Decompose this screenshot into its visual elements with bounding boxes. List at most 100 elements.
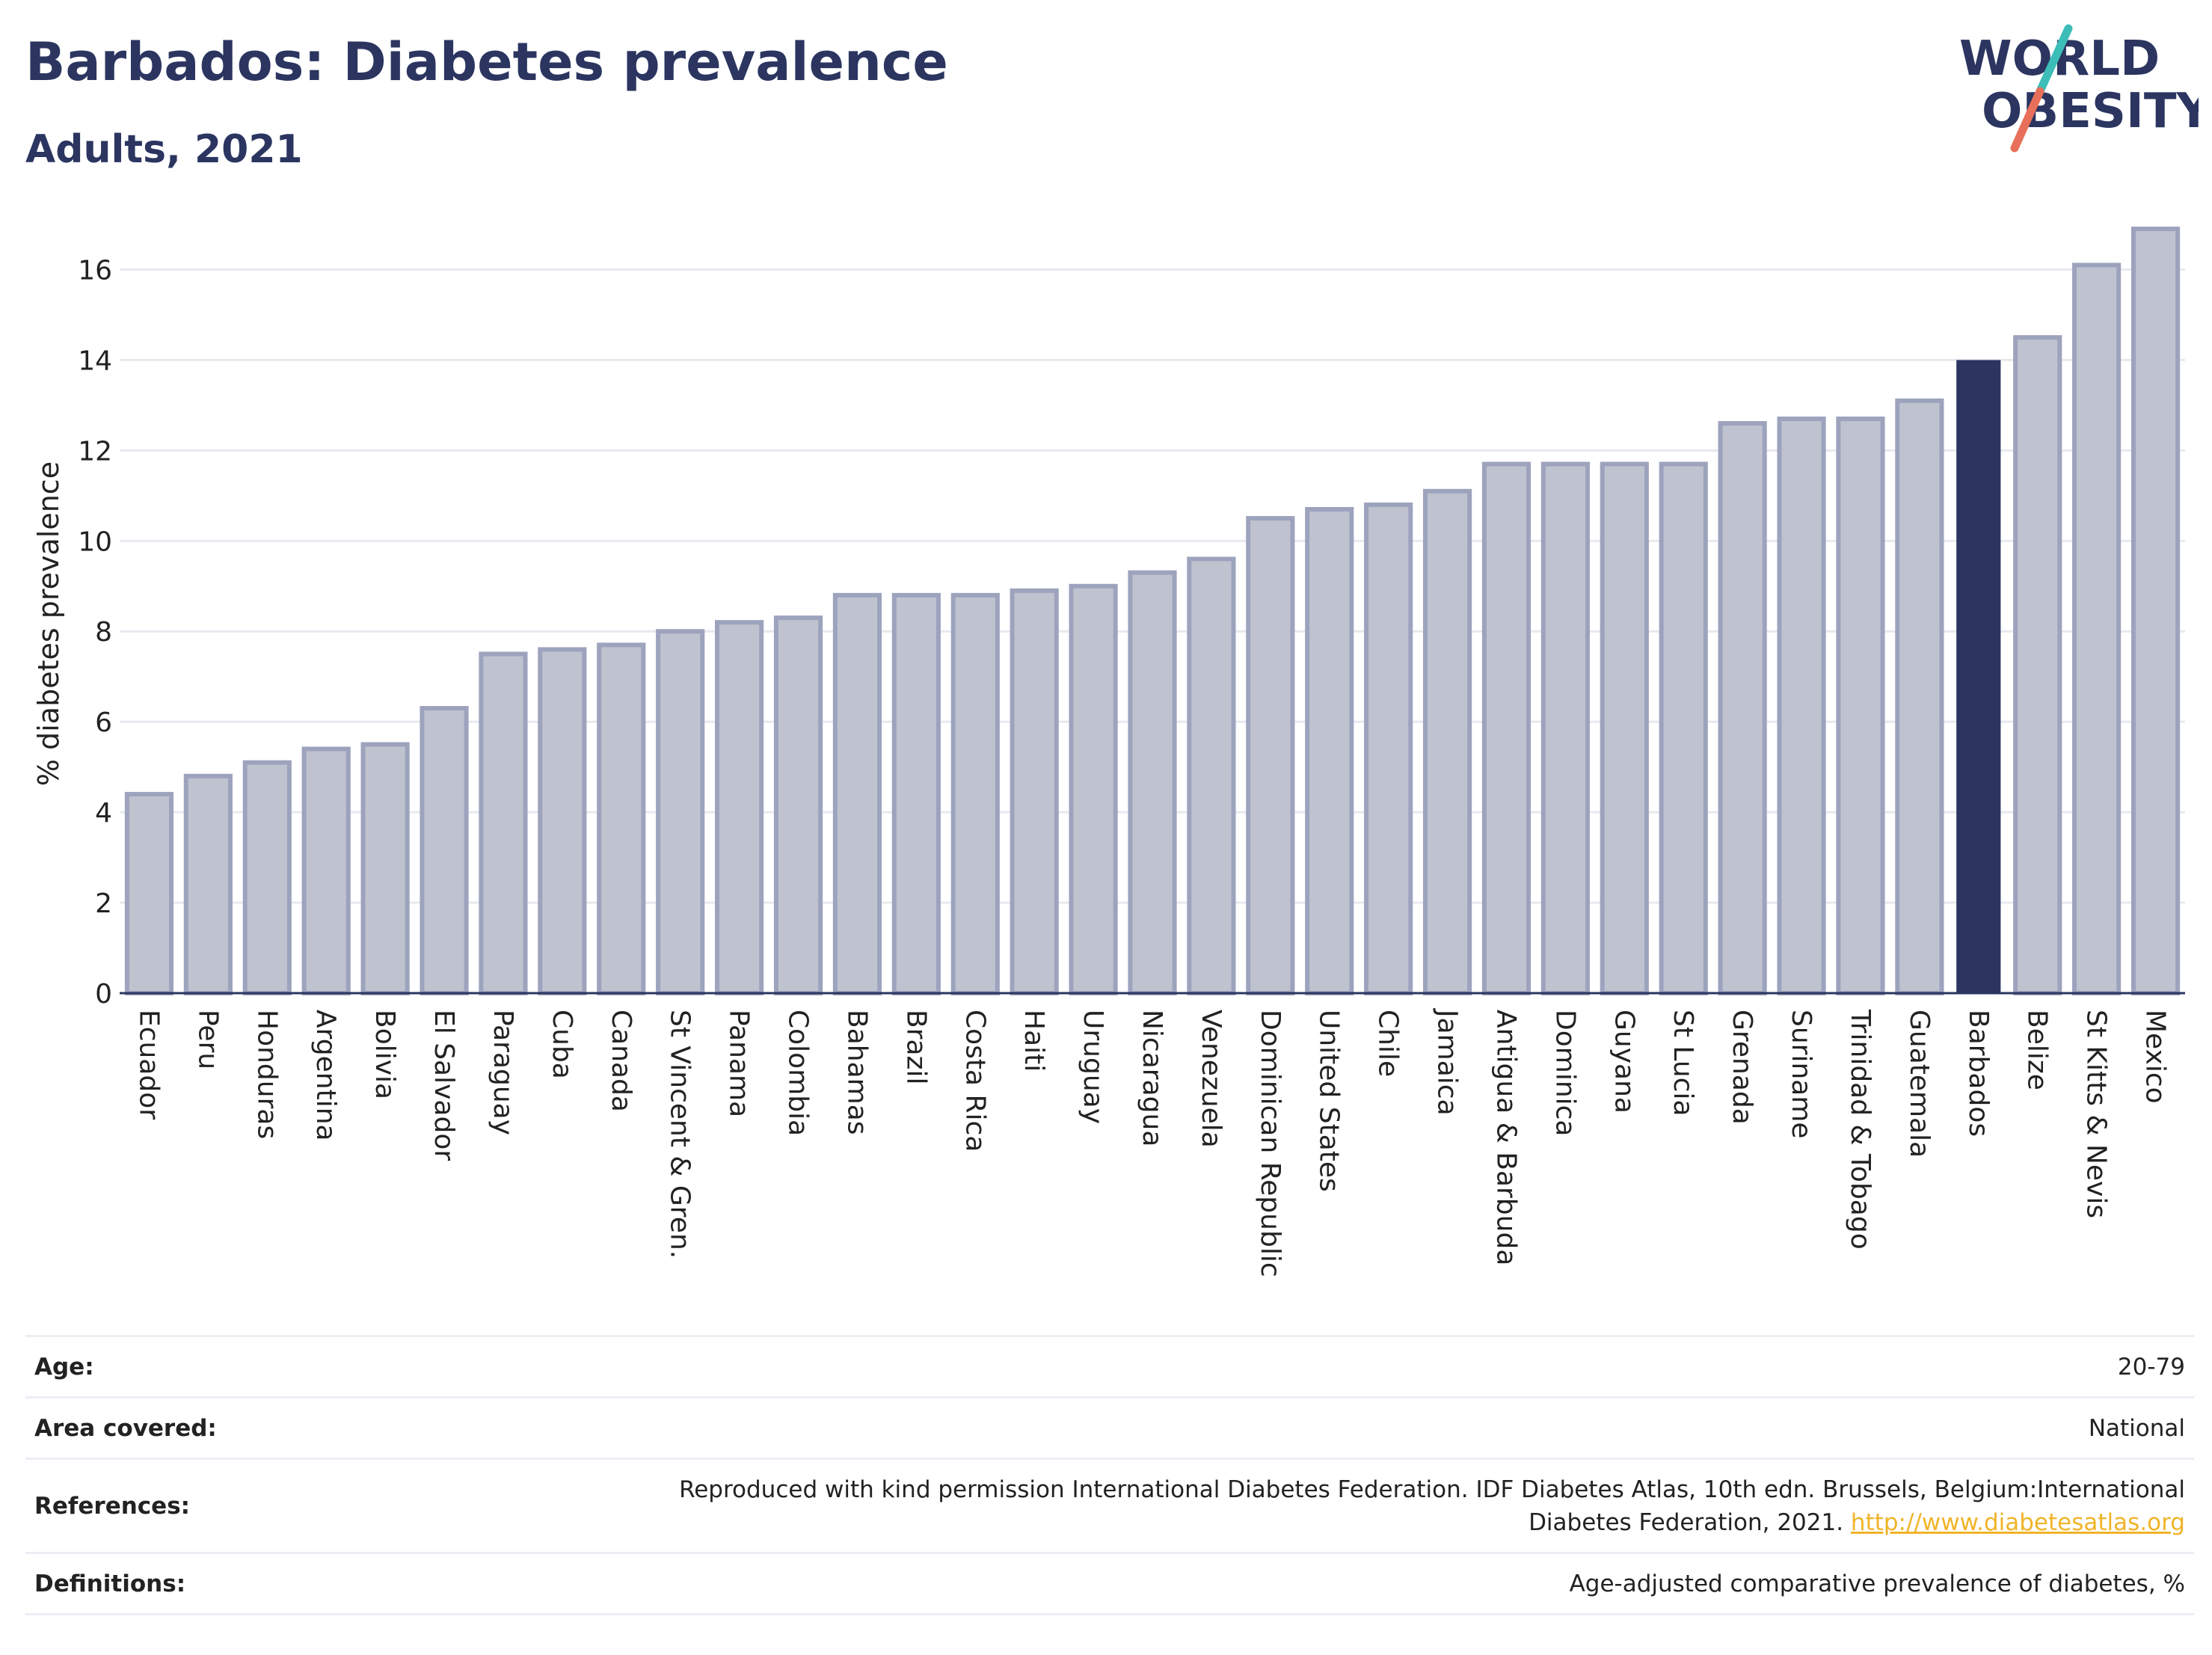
x-tick-label: Dominica <box>1549 1010 1580 1137</box>
info-row-references: References: Reproduced with kind permiss… <box>25 1458 2194 1553</box>
x-tick-label: Argentina <box>310 1010 341 1141</box>
bar <box>1481 461 1531 995</box>
x-tick-label: Costa Rica <box>959 1010 990 1152</box>
bar <box>1718 421 1767 995</box>
x-tick-label: Antigua & Barbuda <box>1490 1010 1521 1265</box>
bar <box>538 647 587 995</box>
y-tick-label: 0 <box>95 979 112 1010</box>
area-label: Area covered: <box>25 1396 492 1459</box>
bar <box>773 615 823 995</box>
bar <box>420 706 469 995</box>
references-label: References: <box>25 1458 492 1553</box>
info-table: Age: 20-79 Area covered: National Refere… <box>25 1335 2194 1615</box>
bar <box>2013 335 2062 996</box>
x-tick-label: Guatemala <box>1904 1010 1935 1158</box>
y-tick-label: 10 <box>78 526 112 557</box>
bar <box>1600 461 1649 995</box>
bars <box>124 227 2181 996</box>
chart-subtitle: Adults, 2021 <box>25 127 303 172</box>
x-tick-label: Ecuador <box>133 1010 164 1120</box>
x-tick-label: Venezuela <box>1196 1010 1226 1148</box>
bar <box>832 592 882 995</box>
y-tick-label: 6 <box>95 707 112 738</box>
x-tick-label: Dominican Republic <box>1255 1010 1285 1277</box>
x-tick-label: Colombia <box>783 1010 814 1136</box>
bar <box>597 642 646 995</box>
bar <box>1422 488 1472 995</box>
bar <box>1305 506 1354 995</box>
x-tick-label: St Kitts & Nevis <box>2081 1010 2112 1218</box>
x-tick-label: Chile <box>1373 1010 1404 1077</box>
bar <box>183 773 233 996</box>
x-tick-label: United States <box>1314 1010 1345 1192</box>
logo-text-obesity: OBESITY <box>1982 84 2199 139</box>
bar <box>1777 417 1826 995</box>
bar <box>1246 516 1295 995</box>
bar <box>1895 398 1944 995</box>
y-tick-label: 16 <box>78 255 112 286</box>
bar <box>2130 227 2181 995</box>
bar <box>479 651 528 995</box>
x-tick-label: Grenada <box>1727 1010 1757 1125</box>
bar <box>1956 360 2001 994</box>
x-tick-label: Honduras <box>251 1010 282 1139</box>
bar <box>1010 588 1059 995</box>
x-tick-label: El Salvador <box>428 1010 459 1161</box>
chart-title: Barbados: Diabetes prevalence <box>25 31 948 93</box>
info-row-definitions: Definitions: Age-adjusted comparative pr… <box>25 1552 2194 1615</box>
x-tick-label: Haiti <box>1019 1010 1049 1072</box>
bar-chart: 0 2 4 6 8 10 12 14 16 Ecuador Peru Honduras Argenti… <box>32 227 2185 1277</box>
y-tick-label: 12 <box>78 436 112 467</box>
x-tick-label: Panama <box>724 1010 755 1117</box>
age-value: 20-79 <box>492 1335 2194 1398</box>
x-tick-label: Nicaragua <box>1137 1010 1167 1146</box>
x-tick-labels: Ecuador Peru Honduras Argentina Bolivia El Sa… <box>133 1008 2170 1277</box>
x-tick-label: Cuba <box>547 1010 577 1079</box>
references-text-line1: Reproduced with kind permission Internat… <box>679 1476 2185 1503</box>
references-link[interactable]: http://www.diabetesatlas.org <box>1850 1508 2185 1536</box>
y-tick-label: 8 <box>95 617 112 648</box>
x-tick-label: Uruguay <box>1078 1010 1108 1124</box>
bar <box>1187 556 1236 995</box>
bar <box>891 592 941 995</box>
logo-slash-coral <box>2010 87 2044 153</box>
references-value: Reproduced with kind permission Internat… <box>492 1458 2194 1553</box>
references-text-line2: Diabetes Federation, 2021. <box>1529 1508 1844 1536</box>
x-tick-label: St Vincent & Gren. <box>665 1010 695 1259</box>
x-tick-label: Canada <box>606 1010 636 1112</box>
bar <box>360 742 410 995</box>
definitions-label: Definitions: <box>25 1552 492 1615</box>
age-label: Age: <box>25 1335 492 1398</box>
definitions-value: Age-adjusted comparative prevalence of d… <box>492 1552 2194 1615</box>
x-tick-label: Suriname <box>1786 1010 1816 1139</box>
y-tick-labels: 0 2 4 6 8 10 12 14 16 <box>78 255 112 1010</box>
bar <box>301 746 351 995</box>
info-row-area: Area covered: National <box>25 1396 2194 1459</box>
y-axis-label: % diabetes prevalence <box>32 461 65 786</box>
x-tick-label: Trinidad & Tobago <box>1845 1009 1875 1250</box>
bar <box>950 592 1000 995</box>
x-tick-label: St Lucia <box>1668 1010 1698 1117</box>
x-tick-label: Peru <box>192 1010 223 1069</box>
x-tick-label: Barbados <box>1963 1010 1994 1137</box>
bar <box>715 620 764 995</box>
bar <box>1069 583 1118 995</box>
x-tick-label: Bolivia <box>369 1010 400 1099</box>
bar <box>1836 417 1885 995</box>
world-obesity-logo: WORLD OBESITY <box>1959 24 2199 153</box>
info-row-age: Age: 20-79 <box>25 1335 2194 1398</box>
bar <box>656 629 705 995</box>
logo-slash-teal <box>2036 24 2073 96</box>
y-tick-label: 2 <box>95 888 112 919</box>
bar <box>1128 570 1177 995</box>
x-tick-label: Bahamas <box>841 1010 872 1135</box>
x-tick-label: Paraguay <box>488 1010 518 1135</box>
x-tick-label: Jamaica <box>1432 1008 1463 1116</box>
y-tick-label: 14 <box>78 346 112 376</box>
x-tick-label: Mexico <box>2140 1010 2171 1104</box>
bar <box>1364 502 1413 995</box>
x-tick-label: Belize <box>2022 1010 2053 1090</box>
bar <box>1659 461 1708 995</box>
x-tick-label: Guyana <box>1609 1010 1639 1114</box>
bar <box>124 791 174 996</box>
